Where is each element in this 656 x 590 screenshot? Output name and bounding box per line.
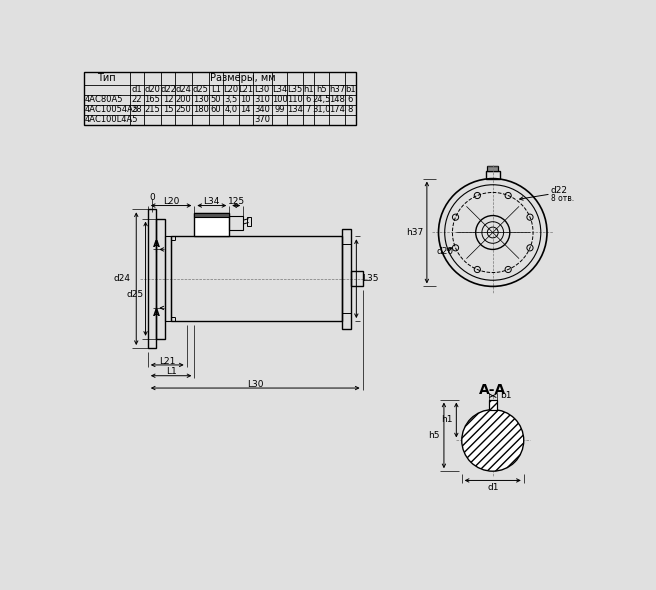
Text: L35: L35 <box>287 85 303 94</box>
Text: 200: 200 <box>176 95 192 104</box>
Text: 15: 15 <box>163 105 173 114</box>
Bar <box>351 271 363 286</box>
Text: d22: d22 <box>551 186 568 195</box>
Text: 6: 6 <box>306 95 311 104</box>
Text: L35: L35 <box>363 274 379 283</box>
Bar <box>148 209 155 348</box>
Text: h37: h37 <box>406 228 423 237</box>
Text: L21: L21 <box>238 85 253 94</box>
Text: h5: h5 <box>316 85 327 94</box>
Text: L1: L1 <box>211 85 221 94</box>
Bar <box>489 399 497 409</box>
Text: h5: h5 <box>428 431 440 440</box>
Text: L34: L34 <box>272 85 287 94</box>
Text: A-A: A-A <box>479 384 506 397</box>
Text: 99: 99 <box>274 105 285 114</box>
Text: 50: 50 <box>211 95 221 104</box>
Text: 4,0: 4,0 <box>224 105 237 114</box>
Text: 250: 250 <box>176 105 192 114</box>
Bar <box>194 213 229 237</box>
Text: L20: L20 <box>223 85 238 94</box>
Text: 340: 340 <box>255 105 270 114</box>
Text: 4АС80А5: 4АС80А5 <box>85 95 123 104</box>
Text: 6: 6 <box>348 95 353 104</box>
Text: 130: 130 <box>193 95 209 104</box>
Text: L21: L21 <box>159 356 175 366</box>
Text: d24: d24 <box>176 85 192 94</box>
Text: d25: d25 <box>193 85 209 94</box>
Text: 4АС10054А5: 4АС10054А5 <box>85 105 139 114</box>
Text: 3,5: 3,5 <box>224 95 237 104</box>
Text: d24: d24 <box>114 274 131 283</box>
Text: A: A <box>153 240 160 250</box>
Text: 8: 8 <box>348 105 353 114</box>
Text: 22: 22 <box>132 95 142 104</box>
Text: 180: 180 <box>193 105 209 114</box>
Text: d25: d25 <box>126 290 143 299</box>
Bar <box>342 229 351 329</box>
Bar <box>229 217 243 230</box>
Bar <box>194 213 229 217</box>
Text: 24,5: 24,5 <box>312 95 331 104</box>
Text: h1: h1 <box>441 415 453 424</box>
Text: b1: b1 <box>500 391 511 400</box>
Text: L30: L30 <box>247 380 264 389</box>
Text: d1: d1 <box>132 85 142 94</box>
Text: 148: 148 <box>329 95 345 104</box>
Bar <box>83 73 356 124</box>
Text: h37: h37 <box>329 85 345 94</box>
Bar <box>486 171 500 179</box>
Text: 125: 125 <box>228 197 245 206</box>
Text: d22: d22 <box>160 85 176 94</box>
Text: 310: 310 <box>255 95 270 104</box>
Text: b1: b1 <box>345 85 356 94</box>
Text: L34: L34 <box>203 197 220 206</box>
Polygon shape <box>462 409 523 471</box>
Text: d1: d1 <box>487 483 499 492</box>
Text: 174: 174 <box>329 105 345 114</box>
Text: Тип: Тип <box>98 74 116 84</box>
Bar <box>489 399 497 409</box>
Text: A: A <box>153 309 160 318</box>
Text: L30: L30 <box>255 85 270 94</box>
Text: d20: d20 <box>436 247 453 256</box>
Text: 100: 100 <box>272 95 287 104</box>
Bar <box>171 237 342 321</box>
Text: 8 отв.: 8 отв. <box>551 194 574 203</box>
Text: d20: d20 <box>144 85 161 94</box>
Text: 0: 0 <box>149 194 155 202</box>
Text: 165: 165 <box>144 95 161 104</box>
Text: L1: L1 <box>166 368 176 376</box>
Text: 10: 10 <box>240 95 251 104</box>
Text: 60: 60 <box>211 105 221 114</box>
Text: 215: 215 <box>145 105 161 114</box>
Text: 28: 28 <box>132 105 142 114</box>
Text: L20: L20 <box>163 197 179 206</box>
Text: 14: 14 <box>240 105 251 114</box>
Text: 4АС100L4А5: 4АС100L4А5 <box>85 115 138 124</box>
Text: 134: 134 <box>287 105 303 114</box>
Text: Размеры, мм: Размеры, мм <box>210 74 276 84</box>
Text: 7: 7 <box>306 105 311 114</box>
Text: 12: 12 <box>163 95 173 104</box>
Text: 110: 110 <box>287 95 303 104</box>
Text: 370: 370 <box>254 115 270 124</box>
Text: h1: h1 <box>303 85 314 94</box>
Bar <box>155 219 165 339</box>
Text: 31,0: 31,0 <box>312 105 331 114</box>
Bar <box>247 217 251 227</box>
Bar <box>487 166 498 171</box>
